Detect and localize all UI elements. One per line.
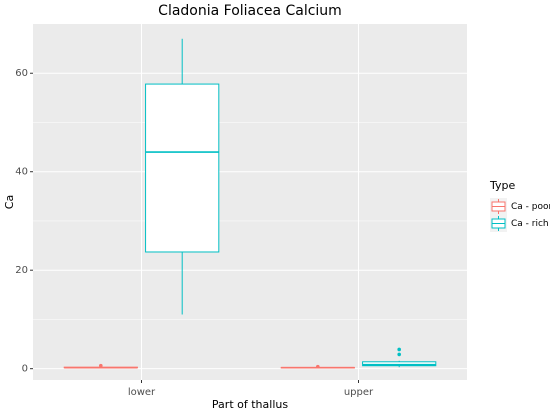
box (362, 347, 437, 368)
y-axis-title: Ca (3, 195, 16, 209)
box (145, 38, 220, 315)
box-body (145, 83, 220, 253)
y-tick-label: 20 (15, 265, 28, 276)
box (280, 364, 355, 369)
outlier (397, 352, 401, 357)
x-tick-label: lower (128, 387, 156, 398)
plot-panel (33, 24, 467, 380)
y-tick-label: 40 (15, 167, 28, 178)
box (63, 363, 138, 369)
outlier (316, 364, 320, 369)
legend-label: Ca - poor (511, 202, 550, 212)
y-tick-label: 0 (22, 364, 28, 375)
legend-title: Type (489, 179, 515, 192)
x-tick-label: upper (344, 387, 374, 398)
outlier (397, 347, 401, 352)
outlier (99, 363, 103, 368)
y-tick-label: 60 (15, 68, 28, 79)
box-body (362, 361, 437, 367)
legend-label: Ca - rich (511, 219, 549, 229)
chart-title: Cladonia Foliacea Calcium (158, 3, 342, 19)
x-axis-title: Part of thallus (212, 398, 288, 411)
